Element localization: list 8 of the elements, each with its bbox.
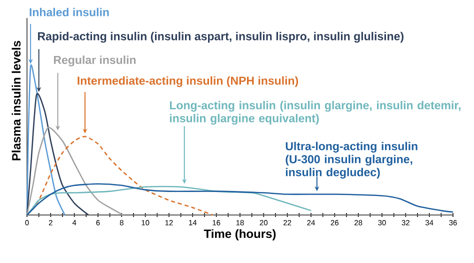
annotation: Intermediate-acting insulin (NPH insulin) — [78, 76, 298, 88]
annotation: Ultra-long-acting insulin (U-300 insulin glargine, insulin degludec) — [286, 142, 418, 179]
annotation: Long-acting insulin (insulin glargine, insulin detemir, insulin glargine equivalent) — [170, 100, 460, 125]
x-axis-title: Time (hours) — [204, 229, 276, 240]
annotation: Rapid-acting insulin (insulin aspart, insulin lispro, insulin glulisine) — [38, 32, 404, 43]
annotation: Regular insulin — [54, 56, 136, 66]
y-axis-title: Plasma insulin levels — [12, 40, 21, 160]
annotation: Inhaled insulin — [30, 8, 109, 16]
